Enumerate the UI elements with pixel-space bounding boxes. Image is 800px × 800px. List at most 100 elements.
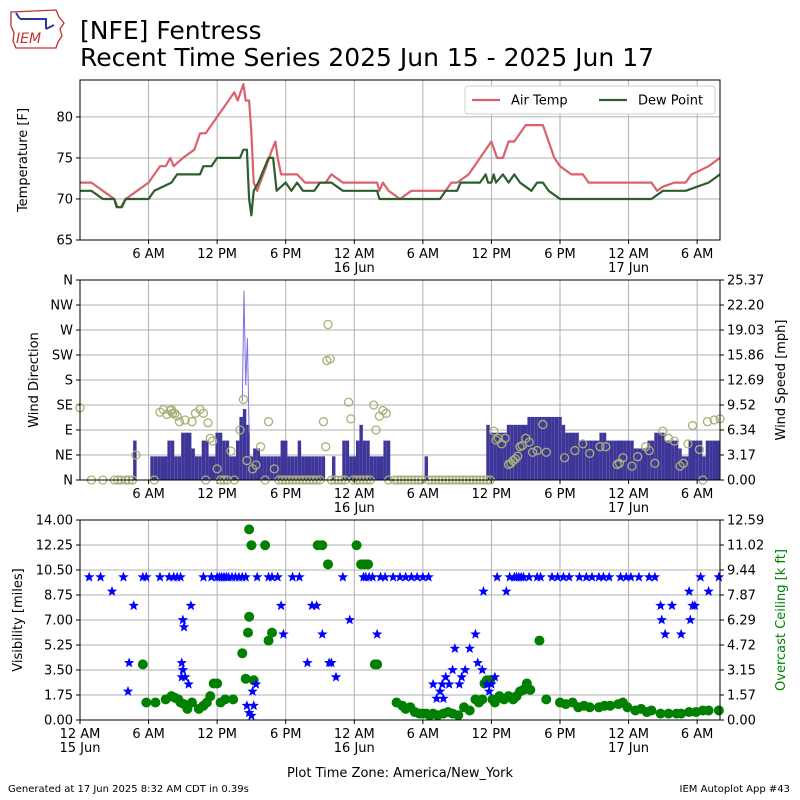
wind-direction-point <box>242 455 252 466</box>
vis-panel-ytick-label: 1.75 <box>44 689 73 704</box>
vis-panel-xtick-label: 6 AM <box>681 727 714 742</box>
wind-direction-point <box>226 446 236 456</box>
wind-speed-bar <box>290 456 295 480</box>
visibility-point <box>95 571 106 582</box>
wind-direction-point <box>669 436 679 446</box>
wind-panel-xtick-date: 16 Jun <box>334 501 375 516</box>
wind-direction-point <box>527 447 538 457</box>
temp-panel-xtick-label: 6 AM <box>681 247 714 262</box>
wind-direction-point <box>618 453 628 463</box>
visibility-point <box>326 657 337 668</box>
wind-speed-bar <box>150 456 154 480</box>
wind-panel-ytick-label: NW <box>50 299 73 314</box>
wind-speed-bar <box>153 456 158 480</box>
visibility-point <box>593 571 605 582</box>
visibility-point <box>177 664 189 675</box>
wind-speed-bar <box>359 424 363 480</box>
wind-direction-point <box>694 444 705 455</box>
wind-direction-point <box>205 433 215 443</box>
vis-panel-frame <box>79 519 721 721</box>
wind-speed-bar <box>500 432 504 480</box>
visibility-point <box>302 657 313 668</box>
vis-panel-ylabel-right: Overcast Ceiling [k ft] <box>774 549 789 691</box>
chart-title-line2: Recent Time Series 2025 Jun 15 - 2025 Ju… <box>80 43 654 72</box>
visibility-point <box>695 571 706 582</box>
wind-speed-bar <box>184 432 188 480</box>
temp-panel-frame <box>79 79 721 241</box>
wind-panel-ytick-label: N <box>63 274 73 289</box>
wind-speed-bar <box>534 416 538 480</box>
ceiling-point <box>244 524 255 535</box>
visibility-point <box>379 571 391 582</box>
visibility-point <box>546 571 558 582</box>
wind-speed-bar <box>356 440 360 480</box>
visibility-point <box>272 571 283 582</box>
visibility-point <box>649 571 661 582</box>
ceiling-point <box>317 540 328 551</box>
wind-direction-point <box>369 400 379 410</box>
wind-direction-point <box>371 425 381 435</box>
visibility-point <box>464 643 475 653</box>
visibility-point <box>317 628 328 639</box>
visibility-point <box>443 678 455 689</box>
ceiling-point <box>228 694 239 705</box>
visibility-point <box>406 571 417 582</box>
temp-panel-xtick-label: 12 AM <box>334 247 375 262</box>
visibility-point <box>431 693 442 703</box>
visibility-point <box>603 571 615 582</box>
visibility-point <box>176 657 187 668</box>
wind-direction-point <box>663 433 674 443</box>
visibility-point <box>344 614 355 625</box>
wind-speed-bar <box>332 456 336 480</box>
visibility-point <box>440 671 451 682</box>
wind-speed-bar <box>705 440 710 480</box>
visibility-point <box>478 585 489 596</box>
wind-speed-bar <box>606 440 610 480</box>
wind-panel-ytick-label: W <box>60 324 73 339</box>
vis-panel-xtick-label: 6 AM <box>407 727 440 742</box>
wind-speed-bar <box>716 440 720 480</box>
wind-panel-xtick-label: 6 AM <box>681 487 714 502</box>
wind-speed-bar <box>668 440 672 480</box>
wind-speed-bar <box>362 440 367 480</box>
visibility-point <box>375 571 386 582</box>
wind-speed-bar <box>215 432 219 480</box>
visibility-point <box>558 571 569 582</box>
wind-speed-bar <box>133 440 137 480</box>
wind-speed-bar <box>242 409 247 480</box>
temp-panel-xtick-label: 6 AM <box>407 247 440 262</box>
wind-direction-point <box>633 452 643 462</box>
visibility-point <box>438 693 449 703</box>
ceiling-point <box>187 697 197 708</box>
wind-speed-bar <box>160 456 164 480</box>
visibility-point <box>251 571 263 582</box>
visibility-point <box>243 707 255 718</box>
wind-panel-ytick-right-label: 3.17 <box>727 449 756 464</box>
wind-speed-bar <box>644 448 648 480</box>
visibility-point <box>123 657 135 668</box>
visibility-point <box>586 571 598 582</box>
wind-speed-bar <box>493 432 497 480</box>
wind-speed-bar <box>541 416 545 480</box>
visibility-point <box>240 571 251 582</box>
wind-panel-ytick-label: N <box>63 474 73 489</box>
wind-direction-point <box>180 415 190 425</box>
wind-barb-icon <box>15 12 55 30</box>
wind-speed-bar <box>486 424 490 480</box>
wind-speed-bar <box>177 456 182 480</box>
ceiling-point <box>220 694 231 705</box>
ceiling-point <box>263 635 274 646</box>
wind-speed-bar <box>304 456 308 480</box>
wind-direction-point <box>510 454 521 464</box>
air-temp-line <box>80 83 721 209</box>
wind-speed-bar <box>637 448 641 480</box>
wind-direction-point <box>513 451 523 461</box>
vis-panel-ytick-right-label: 9.44 <box>727 564 756 579</box>
wind-speed-bar <box>561 424 566 480</box>
visibility-point <box>598 571 609 582</box>
vis-panel-ytick-label: 10.50 <box>36 564 73 579</box>
visibility-point <box>266 571 278 582</box>
visibility-point <box>470 628 481 639</box>
visibility-point <box>454 678 465 689</box>
ceiling-point <box>655 708 666 719</box>
